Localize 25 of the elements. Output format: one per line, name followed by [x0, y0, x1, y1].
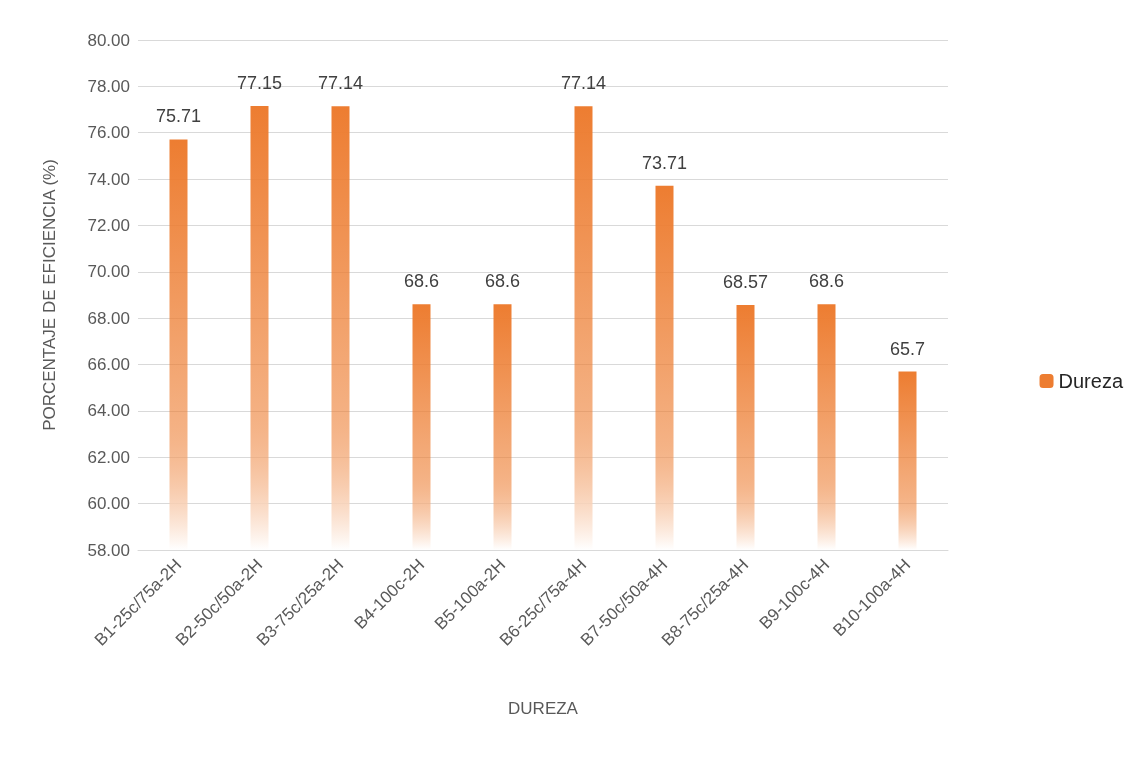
y-tick-label: 66.00 — [87, 355, 130, 375]
data-label: 73.71 — [641, 152, 688, 173]
y-tick-label: 58.00 — [87, 540, 130, 560]
y-tick-label: 78.00 — [87, 76, 130, 96]
y-tick-label: 62.00 — [87, 447, 130, 467]
x-axis-title: DUREZA — [508, 699, 579, 718]
y-tick-label: 74.00 — [87, 169, 130, 189]
data-label: 77.14 — [317, 73, 364, 94]
y-tick-label: 80.00 — [87, 30, 130, 50]
data-label: 68.6 — [484, 271, 521, 292]
y-tick-label: 64.00 — [87, 401, 130, 421]
legend-label: Dureza — [1058, 370, 1124, 392]
y-tick-label: 68.00 — [87, 308, 130, 328]
y-tick-label: 70.00 — [87, 262, 130, 282]
y-tick-label: 72.00 — [87, 215, 130, 235]
data-label: 68.6 — [808, 271, 845, 292]
data-label: 77.14 — [560, 73, 607, 94]
data-label: 68.6 — [403, 271, 440, 292]
data-label: 65.7 — [889, 338, 926, 359]
y-tick-label: 76.00 — [87, 123, 130, 143]
data-label: 77.15 — [236, 73, 283, 94]
y-tick-label: 60.00 — [87, 494, 130, 514]
y-axis-title: PORCENTAJE DE EFICIENCIA (%) — [40, 159, 59, 431]
data-label: 75.71 — [155, 106, 202, 127]
data-label: 68.57 — [722, 271, 769, 292]
